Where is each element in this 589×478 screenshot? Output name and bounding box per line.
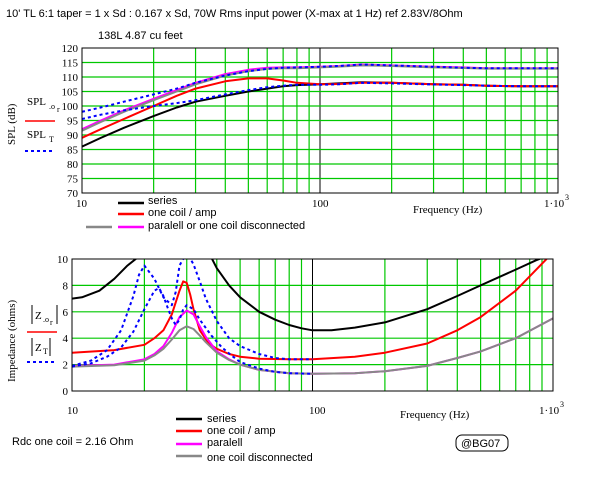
imp-x-tick-1000: 1·10 [539,405,560,417]
imp-legend-paralell-label: paralell [207,437,242,449]
spl-y-tick-label: 105 [62,87,79,99]
imp-grid [72,259,553,391]
imp-plot-area [72,259,553,375]
imp-x-tick-1000-exp: 3 [560,400,564,409]
imp-side-legend-red-sub: .o [43,315,49,324]
spl-side-legend-blue-label: SPL [27,129,46,141]
imp-y-axis-label: Impedance (ohms) [6,300,18,382]
imp-series-line-3 [72,317,553,375]
impedance-chart: 0 2 4 6 8 10 10 100 1·10 3 Frequency (Hz) Imp… [6,254,564,464]
spl-side-legend-blue-sub: T [49,135,54,144]
imp-y-tick-label: 2 [63,360,69,372]
spl-y-tick-label: 90 [67,130,79,142]
imp-series-line-0 [72,259,543,332]
spl-y-axis-label: SPL (dB) [6,103,18,145]
spl-legend-paralell-label: paralell or one coil disconnected [148,220,305,232]
spl-y-tick-label: 95 [67,116,79,128]
imp-legend-disconnected-label: one coil disconnected [207,452,313,464]
imp-y-tick-label: 10 [57,254,69,266]
imp-y-tick-label: 0 [63,386,69,398]
spl-x-tick-10: 10 [76,198,88,210]
rdc-note: Rdc one coil = 2.16 Ohm [12,436,133,448]
imp-side-legend: Z .o r Z T [27,305,58,363]
imp-x-ticks: 10 100 1·10 3 [67,400,564,417]
spl-y-tick-label: 75 [67,174,79,186]
imp-side-legend-red-label: Z [35,310,42,322]
imp-plot-frame [71,258,554,392]
spl-series-line-3 [82,64,558,132]
imp-side-legend-red-sub2: r [50,318,53,327]
imp-side-legend-blue-label: Z [35,342,42,354]
stamp-frame [455,434,509,452]
spl-x-tick-1000-exp: 3 [565,193,569,202]
spl-y-tick-label: 80 [67,159,79,171]
imp-y-tick-label: 4 [63,333,69,345]
spl-plot-frame [81,47,559,194]
imp-y-tick-label: 6 [63,307,69,319]
chart-subtitle: 138L 4.87 cu feet [98,30,183,42]
spl-grid [82,48,558,193]
spl-legend-series-label: series [148,195,178,207]
imp-legend: series one coil / amp paralell one coil … [176,413,313,464]
spl-y-tick-label: 115 [62,58,79,70]
imp-series-line-4 [72,259,313,367]
spl-side-legend-red-sub: .o [49,102,55,111]
imp-y-ticks: 0 2 4 6 8 10 [57,254,69,398]
imp-side-legend-blue-sub: T [43,347,48,356]
spl-chart: 70 75 80 85 90 95 100 105 110 115 120 10 100 1·10 … [6,43,569,232]
imp-x-tick-100: 100 [309,405,326,417]
spl-x-ticks: 10 100 1·10 3 [76,193,569,210]
spl-y-tick-label: 85 [67,145,79,157]
spl-plot-area [82,63,558,148]
spl-y-tick-label: 100 [62,101,79,113]
imp-x-tick-10: 10 [67,405,79,417]
spl-y-tick-label: 70 [67,188,79,200]
imp-series-line-5 [72,287,313,375]
spl-side-legend-red-sub2: r [57,105,60,114]
stamp-label: @BG07 [461,438,500,450]
spl-y-ticks: 70 75 80 85 90 95 100 105 110 115 120 [62,43,79,200]
spl-x-tick-1000: 1·10 [544,198,565,210]
spl-side-legend-red-label: SPL [27,96,46,108]
spl-legend-onecoil-label: one coil / amp [148,207,216,219]
imp-legend-onecoil-label: one coil / amp [207,425,275,437]
spl-y-tick-label: 120 [62,43,79,55]
imp-x-axis-label: Frequency (Hz) [400,409,470,421]
spl-x-tick-100: 100 [312,198,329,210]
chart-title: 10' TL 6:1 taper = 1 x Sd : 0.167 x Sd, … [6,8,463,20]
spl-y-tick-label: 110 [62,72,79,84]
imp-y-tick-label: 8 [63,280,69,292]
imp-legend-series-label: series [207,413,237,425]
spl-legend: series one coil / amp paralell or one co… [86,195,305,232]
spl-series-line-4 [82,81,558,120]
spl-side-legend: SPL .o r SPL T [25,96,60,152]
spl-x-axis-label: Frequency (Hz) [413,204,483,216]
